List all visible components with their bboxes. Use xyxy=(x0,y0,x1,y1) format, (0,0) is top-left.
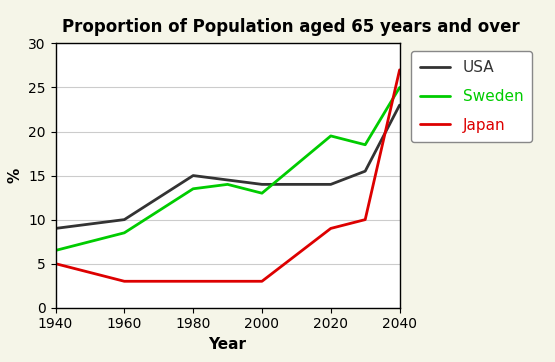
Legend: USA, Sweden, Japan: USA, Sweden, Japan xyxy=(411,51,532,142)
Japan xyxy=(121,279,128,283)
USA xyxy=(224,178,231,182)
USA xyxy=(190,173,196,178)
Y-axis label: %: % xyxy=(8,168,23,183)
USA xyxy=(327,182,334,186)
USA xyxy=(396,103,403,107)
Line: USA: USA xyxy=(56,105,400,228)
Sweden xyxy=(121,231,128,235)
USA xyxy=(259,182,265,186)
Sweden xyxy=(190,187,196,191)
USA xyxy=(52,226,59,231)
Sweden xyxy=(396,85,403,90)
Japan xyxy=(396,68,403,72)
Japan xyxy=(224,279,231,283)
Text: Proportion of Population aged 65 years and over: Proportion of Population aged 65 years a… xyxy=(62,18,520,36)
Line: Japan: Japan xyxy=(56,70,400,281)
Japan xyxy=(190,279,196,283)
Sweden xyxy=(52,248,59,253)
Sweden xyxy=(327,134,334,138)
USA xyxy=(362,169,369,173)
Sweden xyxy=(259,191,265,195)
USA xyxy=(121,218,128,222)
Japan xyxy=(327,226,334,231)
Japan xyxy=(52,261,59,266)
Line: Sweden: Sweden xyxy=(56,88,400,251)
Sweden xyxy=(224,182,231,186)
Sweden xyxy=(362,143,369,147)
X-axis label: Year: Year xyxy=(209,337,246,352)
Japan xyxy=(259,279,265,283)
Japan xyxy=(362,218,369,222)
